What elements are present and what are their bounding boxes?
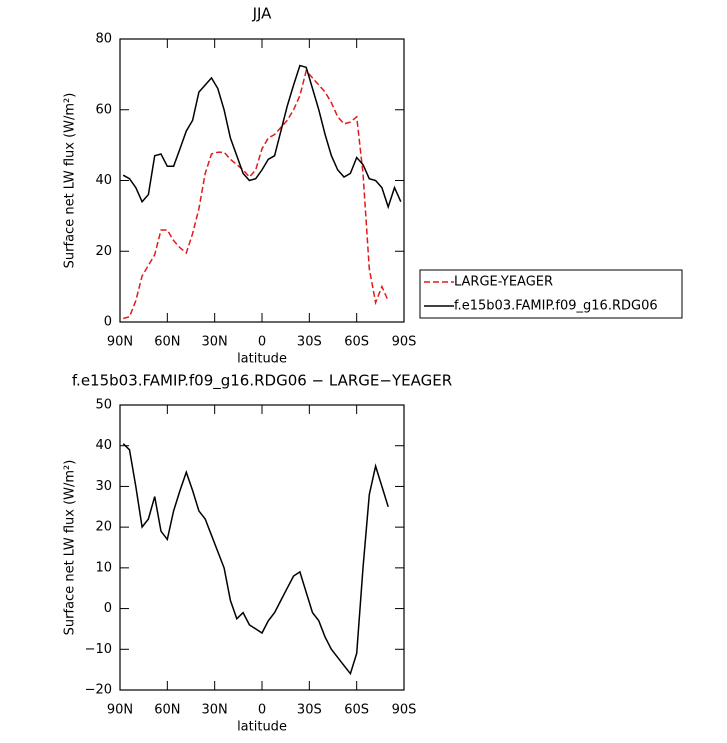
legend-label: f.e15b03.FAMIP.f09_g16.RDG06 (454, 299, 658, 314)
chart-title: f.e15b03.FAMIP.f09_g16.RDG06 − LARGE−YEA… (72, 372, 452, 391)
x-tick-label: 60N (154, 335, 180, 350)
data-line (122, 443, 389, 676)
x-tick-label: 90N (107, 703, 133, 718)
data-line (122, 64, 402, 210)
y-tick-label: −10 (85, 642, 112, 657)
data-line (122, 69, 389, 320)
x-axis-label: latitude (237, 720, 287, 735)
plot-frame (119, 404, 405, 691)
y-tick-label: 60 (95, 102, 112, 117)
y-tick-label: 30 (95, 479, 112, 494)
y-axis-label: Surface net LW flux (W/m²) (63, 460, 78, 636)
y-tick-label: 20 (95, 520, 112, 535)
x-tick-label: 30N (202, 703, 228, 718)
x-tick-label: 30N (202, 335, 228, 350)
y-tick-label: 40 (95, 438, 112, 453)
y-tick-label: 40 (95, 173, 112, 188)
chart-title: JJA (252, 5, 273, 23)
y-tick-label: 50 (95, 398, 112, 413)
y-axis-label: Surface net LW flux (W/m²) (63, 93, 78, 269)
y-tick-label: 0 (104, 601, 112, 616)
x-tick-label: 60S (344, 703, 369, 718)
y-tick-label: 0 (104, 315, 112, 330)
x-tick-label: 60N (154, 703, 180, 718)
x-tick-label: 0 (258, 703, 266, 718)
x-tick-label: 30S (297, 335, 322, 350)
plot-frame (119, 38, 405, 323)
x-tick-label: 90N (107, 335, 133, 350)
x-tick-label: 90S (392, 335, 417, 350)
x-tick-label: 30S (297, 703, 322, 718)
legend-box (419, 269, 683, 319)
x-tick-label: 90S (392, 703, 417, 718)
y-tick-label: 10 (95, 560, 112, 575)
legend-label: LARGE-YEAGER (454, 275, 553, 290)
y-tick-label: −20 (85, 683, 112, 698)
y-tick-label: 20 (95, 244, 112, 259)
x-tick-label: 60S (344, 335, 369, 350)
x-axis-label: latitude (237, 352, 287, 367)
y-tick-label: 80 (95, 32, 112, 47)
x-tick-label: 0 (258, 335, 266, 350)
